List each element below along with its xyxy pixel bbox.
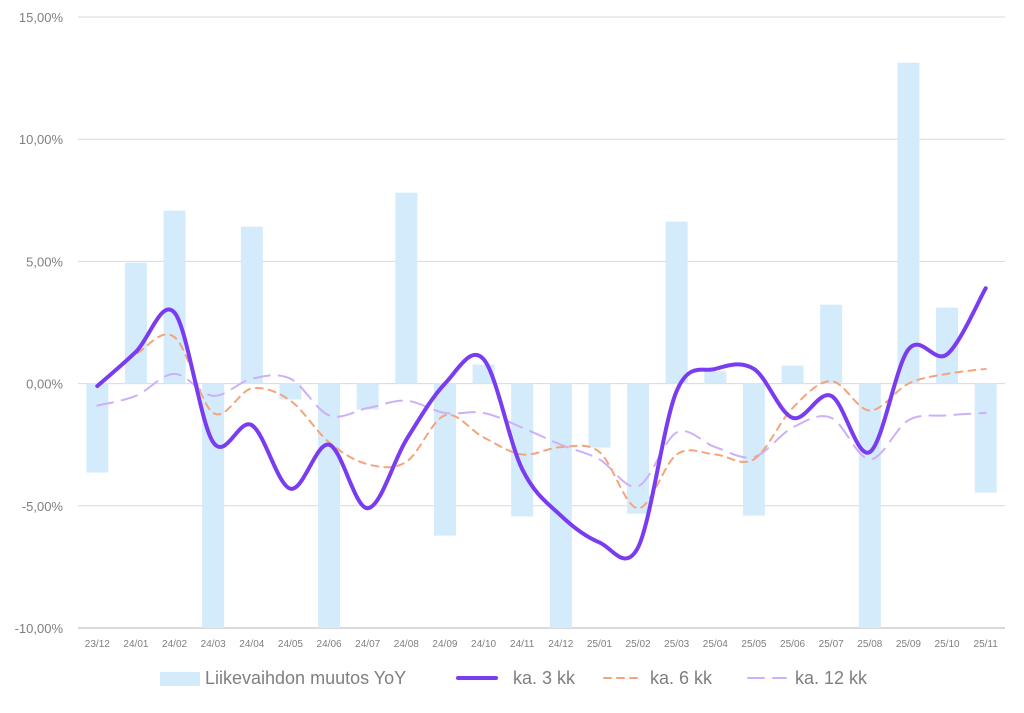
bar bbox=[549, 383, 572, 628]
x-tick-label: 24/02 bbox=[162, 639, 187, 650]
y-tick-label: 0,00% bbox=[26, 377, 63, 392]
line-series bbox=[95, 286, 988, 561]
gridlines bbox=[78, 16, 1005, 629]
x-tick-label: 24/12 bbox=[548, 639, 573, 650]
x-tick-label: 24/09 bbox=[432, 639, 457, 650]
y-tick-label: 15,00% bbox=[19, 10, 64, 25]
y-tick-label: -10,00% bbox=[15, 621, 64, 636]
x-tick-label: 25/01 bbox=[587, 639, 612, 650]
bar bbox=[704, 371, 727, 384]
bar bbox=[395, 192, 418, 384]
bar bbox=[627, 383, 650, 514]
legend-swatch-bar bbox=[160, 672, 200, 686]
bar bbox=[820, 304, 843, 384]
bar bbox=[781, 365, 804, 384]
x-tick-label: 25/05 bbox=[741, 639, 766, 650]
y-tick-label: 5,00% bbox=[26, 254, 63, 269]
bar bbox=[433, 383, 456, 536]
x-tick-label: 24/07 bbox=[355, 639, 380, 650]
x-tick-label: 25/02 bbox=[626, 639, 651, 650]
x-tick-label: 24/11 bbox=[510, 639, 535, 650]
legend-label: Liikevaihdon muutos YoY bbox=[205, 668, 406, 688]
bar bbox=[897, 62, 920, 384]
x-tick-label: 24/06 bbox=[317, 639, 342, 650]
bar bbox=[279, 383, 302, 400]
bar bbox=[588, 383, 611, 448]
x-tick-label: 24/08 bbox=[394, 639, 419, 650]
x-tick-label: 25/03 bbox=[664, 639, 689, 650]
bar bbox=[511, 383, 534, 517]
x-tick-label: 24/03 bbox=[201, 639, 226, 650]
bar bbox=[665, 221, 688, 384]
y-tick-label: 10,00% bbox=[19, 132, 64, 147]
x-tick-label: 25/08 bbox=[857, 639, 882, 650]
x-tick-label: 24/05 bbox=[278, 639, 303, 650]
legend-label: ka. 3 kk bbox=[513, 668, 576, 688]
bar-series bbox=[86, 62, 997, 628]
x-tick-label: 25/09 bbox=[896, 639, 921, 650]
bar bbox=[163, 210, 186, 384]
x-tick-label: 25/10 bbox=[935, 639, 960, 650]
bar bbox=[240, 226, 263, 384]
x-tick-label: 24/04 bbox=[239, 639, 264, 650]
x-tick-label: 24/10 bbox=[471, 639, 496, 650]
x-tick-label: 23/12 bbox=[85, 639, 110, 650]
y-axis-labels: 15,00% 10,00% 5,00% 0,00% -5,00% -10,00% bbox=[15, 10, 64, 636]
bar bbox=[124, 262, 147, 384]
bar bbox=[318, 383, 341, 628]
x-axis-labels: 23/12 24/01 24/02 24/03 24/04 24/05 24/06 24/07… bbox=[85, 639, 998, 650]
bar bbox=[86, 383, 109, 473]
line-ka-3-kk bbox=[95, 286, 988, 561]
x-tick-label: 25/06 bbox=[780, 639, 805, 650]
line-ka-6-kk bbox=[96, 333, 987, 510]
legend: Liikevaihdon muutos YoY ka. 3 kk ka. 6 kk k… bbox=[160, 668, 868, 688]
bar bbox=[858, 383, 881, 628]
bar bbox=[974, 383, 997, 493]
x-tick-label: 25/07 bbox=[819, 639, 844, 650]
y-tick-label: -5,00% bbox=[22, 499, 64, 514]
x-tick-label: 24/01 bbox=[123, 639, 148, 650]
bar bbox=[742, 383, 765, 516]
x-tick-label: 25/11 bbox=[974, 639, 999, 650]
x-tick-label: 25/04 bbox=[703, 639, 728, 650]
bar bbox=[356, 383, 379, 410]
legend-label: ka. 6 kk bbox=[650, 668, 713, 688]
bar bbox=[936, 307, 959, 384]
legend-label: ka. 12 kk bbox=[795, 668, 868, 688]
